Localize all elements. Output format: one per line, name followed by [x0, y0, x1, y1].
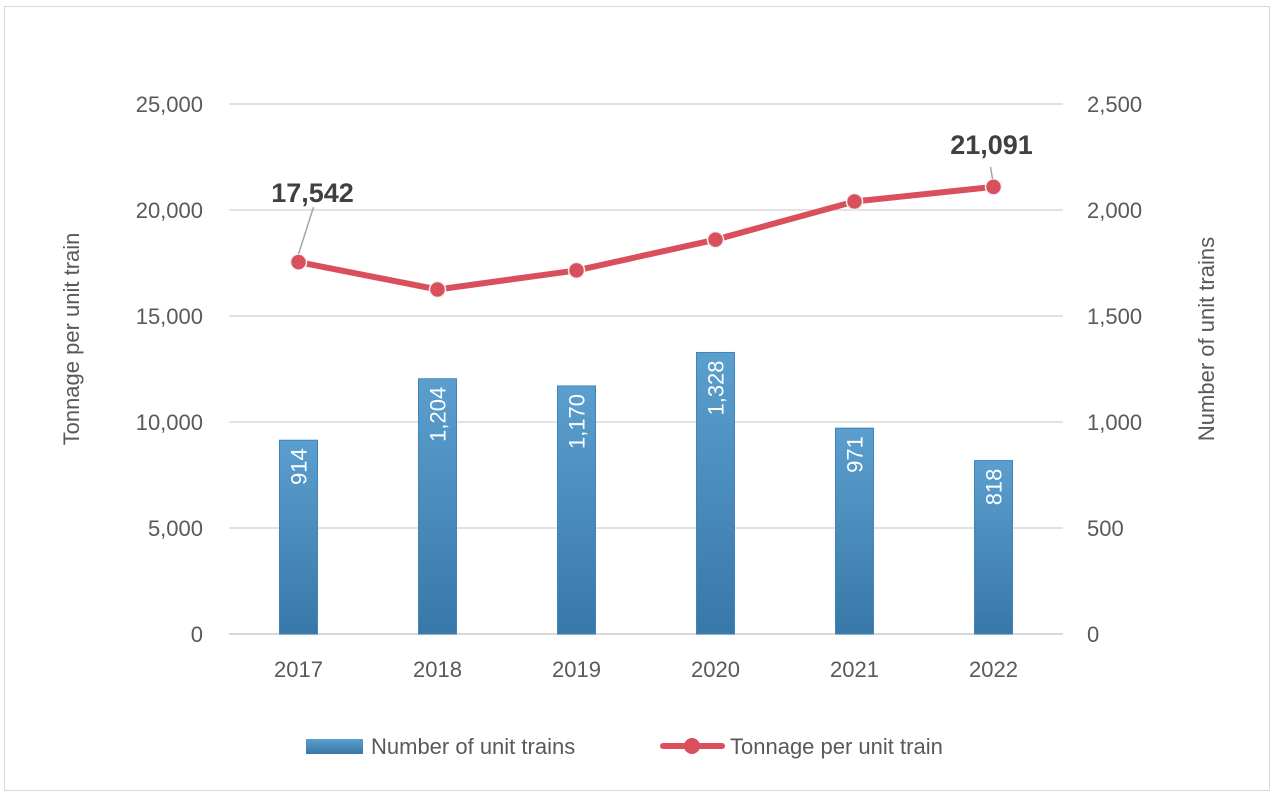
bar-data-label: 914: [287, 448, 312, 485]
line-point: [289, 253, 308, 271]
left-axis-tick-label: 0: [191, 622, 203, 647]
line-point: [984, 178, 1003, 196]
axes: 0 5,000 10,000 15,000 20,000 25,000 0 500 1,000 1…: [59, 92, 1219, 682]
legend-line-label: Tonnage per unit train: [730, 734, 943, 759]
bar: [696, 351, 735, 635]
legend-bar-label: Number of unit trains: [371, 734, 575, 759]
right-axis-tick-label: 500: [1087, 516, 1124, 541]
bar: [557, 385, 596, 635]
legend-bar-swatch: [306, 739, 363, 754]
legend: Number of unit trains Tonnage per unit tr…: [306, 734, 943, 759]
line-point: [845, 192, 864, 211]
chart-frame: [4, 6, 1270, 791]
left-axis-tick-label: 25,000: [136, 92, 203, 117]
x-axis-tick-label: 2022: [969, 657, 1018, 682]
line-data-label: 21,091: [950, 130, 1033, 160]
bar: [835, 427, 874, 635]
left-axis-title: Tonnage per unit train: [59, 233, 84, 446]
bar-data-label: 818: [982, 469, 1007, 506]
bar-series: [279, 351, 1013, 635]
data-labels: 914 1,204 1,170 1,328 971 818 17,542 21,091: [271, 130, 1033, 505]
x-axis-tick-label: 2017: [274, 657, 323, 682]
legend-line-marker: [684, 738, 700, 754]
right-axis-tick-label: 1,000: [1087, 410, 1142, 435]
line-point: [706, 230, 725, 249]
right-axis-tick-label: 0: [1087, 622, 1099, 647]
line-series: [289, 178, 1003, 299]
gridlines: [229, 103, 1063, 635]
x-axis-tick-label: 2019: [552, 657, 601, 682]
x-axis-tick-label: 2018: [413, 657, 462, 682]
left-axis-tick-label: 5,000: [148, 516, 203, 541]
x-axis-tick-label: 2021: [830, 657, 879, 682]
left-axis-tick-label: 10,000: [136, 410, 203, 435]
bar: [974, 460, 1013, 635]
bar: [279, 439, 318, 635]
line-point: [567, 261, 586, 280]
bar-data-label: 1,328: [704, 360, 729, 415]
left-axis-tick-label: 20,000: [136, 198, 203, 223]
line-path: [295, 183, 997, 293]
bar-data-label: 1,170: [565, 394, 590, 449]
line-point: [428, 280, 447, 299]
right-axis-tick-label: 1,500: [1087, 304, 1142, 329]
left-axis-tick-label: 15,000: [136, 304, 203, 329]
bar-data-label: 1,204: [426, 387, 451, 442]
bar: [418, 378, 457, 635]
line-data-label: 17,542: [271, 178, 354, 208]
leader-line: [989, 166, 994, 179]
right-axis-tick-label: 2,000: [1087, 198, 1142, 223]
right-axis-title: Number of unit trains: [1194, 237, 1219, 441]
bar-data-label: 971: [843, 436, 868, 473]
right-axis-tick-label: 2,500: [1087, 92, 1142, 117]
leader-line: [297, 206, 315, 255]
x-axis-tick-label: 2020: [691, 657, 740, 682]
